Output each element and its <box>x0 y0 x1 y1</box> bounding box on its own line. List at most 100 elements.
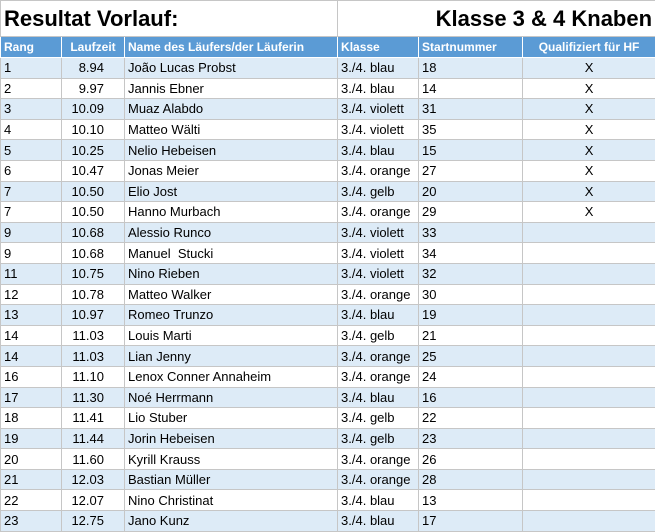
header-row: Rang Laufzeit Name des Läufers/der Läuferi… <box>0 36 655 58</box>
table-cell: 11.60 <box>61 448 125 470</box>
table-cell: 3./4. violett <box>337 221 420 244</box>
table-cell: 11.10 <box>61 365 125 388</box>
table-row: 4 10.10 Matteo Wälti 3./4. violett 35 X <box>0 118 655 141</box>
table-cell: 3./4. blau <box>337 386 420 409</box>
table-row: 2 9.97 Jannis Ebner 3./4. blau 14 X <box>0 77 655 100</box>
table-cell: 16 <box>0 365 62 388</box>
table-cell: 7 <box>0 201 62 223</box>
table-cell: 12.03 <box>61 468 125 491</box>
table-cell: Nelio Hebeisen <box>123 139 339 161</box>
table-cell: 3./4. blau <box>337 510 420 532</box>
table-cell: 9.97 <box>61 77 125 100</box>
table-cell: 2 <box>0 77 62 100</box>
table-row: 16 11.10 Lenox Conner Annaheim 3./4. orange… <box>0 365 655 388</box>
table-cell: 13 <box>418 489 524 512</box>
table-row: 6 10.47 Jonas Meier 3./4. orange 27 X <box>0 159 655 182</box>
table-cell: 13 <box>0 304 62 326</box>
table-cell: 23 <box>0 510 62 532</box>
table-cell: 29 <box>418 201 524 223</box>
table-cell: Jannis Ebner <box>123 77 339 100</box>
title: Resultat Vorlauf: <box>0 0 339 37</box>
table-cell: 10.68 <box>61 242 125 264</box>
table-row: 13 10.97 Romeo Trunzo 3./4. blau 19 <box>0 304 655 326</box>
table-cell: X <box>522 159 655 182</box>
table-cell: 14 <box>418 77 524 100</box>
column-header: Startnummer <box>418 36 524 58</box>
table-cell: Bastian Müller <box>123 468 339 491</box>
table-cell: Lenox Conner Annaheim <box>123 365 339 388</box>
table-cell: 30 <box>418 283 524 306</box>
table-cell: 10.09 <box>61 98 125 120</box>
table-cell: 3./4. orange <box>337 283 420 306</box>
table-cell: 33 <box>418 221 524 244</box>
table-cell: 3./4. orange <box>337 365 420 388</box>
table-cell: 10.97 <box>61 304 125 326</box>
table-cell: 16 <box>418 386 524 409</box>
table-cell: 32 <box>418 262 524 285</box>
table-cell: X <box>522 98 655 120</box>
table-cell: 20 <box>0 448 62 470</box>
table-cell: Jorin Hebeisen <box>123 427 339 450</box>
table-cell: Hanno Murbach <box>123 201 339 223</box>
table-cell: Louis Marti <box>123 324 339 347</box>
table-cell: 10.50 <box>61 180 125 203</box>
table-cell: 10.50 <box>61 201 125 223</box>
table-cell: 3./4. blau <box>337 57 420 79</box>
table-cell: 3./4. blau <box>337 77 420 100</box>
table-cell <box>522 468 655 491</box>
table-cell: 3./4. blau <box>337 489 420 512</box>
table-row: 9 10.68 Alessio Runco 3./4. violett 33 <box>0 221 655 244</box>
table-cell: 5 <box>0 139 62 161</box>
table-cell: Elio Jost <box>123 180 339 203</box>
table-cell: Jonas Meier <box>123 159 339 182</box>
table-cell: 3./4. gelb <box>337 180 420 203</box>
table-cell: 3./4. gelb <box>337 407 420 429</box>
table-cell: 15 <box>418 139 524 161</box>
table-row: 3 10.09 Muaz Alabdo 3./4. violett 31 X <box>0 98 655 120</box>
table-cell: 6 <box>0 159 62 182</box>
table-row: 14 11.03 Lian Jenny 3./4. orange 25 <box>0 345 655 367</box>
table-cell: 26 <box>418 448 524 470</box>
table-cell: 18 <box>0 407 62 429</box>
table-cell: Romeo Trunzo <box>123 304 339 326</box>
table-row: 7 10.50 Hanno Murbach 3./4. orange 29 X <box>0 201 655 223</box>
table-cell: 3./4. orange <box>337 468 420 491</box>
table-cell: X <box>522 77 655 100</box>
table-cell: 3./4. orange <box>337 201 420 223</box>
table-row: 1 8.94 João Lucas Probst 3./4. blau 18 X <box>0 57 655 79</box>
table-cell: 28 <box>418 468 524 491</box>
table-cell: 19 <box>418 304 524 326</box>
table-cell <box>522 510 655 532</box>
table-cell <box>522 407 655 429</box>
table-row: 7 10.50 Elio Jost 3./4. gelb 20 X <box>0 180 655 203</box>
table-cell: Matteo Wälti <box>123 118 339 141</box>
table-cell: Muaz Alabdo <box>123 98 339 120</box>
table-cell: 3./4. blau <box>337 139 420 161</box>
table-cell <box>522 365 655 388</box>
table-cell: 3./4. violett <box>337 262 420 285</box>
table-cell: 10.78 <box>61 283 125 306</box>
table-cell: X <box>522 118 655 141</box>
table-cell: 3./4. blau <box>337 304 420 326</box>
table-cell: 24 <box>418 365 524 388</box>
table-cell: 12 <box>0 283 62 306</box>
table-cell: 10.75 <box>61 262 125 285</box>
table-row: 11 10.75 Nino Rieben 3./4. violett 32 <box>0 262 655 285</box>
table-cell: 10.47 <box>61 159 125 182</box>
table-cell <box>522 304 655 326</box>
table-row: 22 12.07 Nino Christinat 3./4. blau 13 <box>0 489 655 512</box>
table-cell: 3./4. violett <box>337 242 420 264</box>
table-cell: 9 <box>0 242 62 264</box>
table-cell: 22 <box>0 489 62 512</box>
table-cell: 14 <box>0 324 62 347</box>
table-cell: Manuel Stucki <box>123 242 339 264</box>
table-cell: Noé Herrmann <box>123 386 339 409</box>
table-row: 21 12.03 Bastian Müller 3./4. orange 28 <box>0 468 655 491</box>
table-cell: X <box>522 57 655 79</box>
table-cell: Jano Kunz <box>123 510 339 532</box>
table-cell: Nino Rieben <box>123 262 339 285</box>
table-row: 23 12.75 Jano Kunz 3./4. blau 17 <box>0 510 655 532</box>
table-cell: 9 <box>0 221 62 244</box>
